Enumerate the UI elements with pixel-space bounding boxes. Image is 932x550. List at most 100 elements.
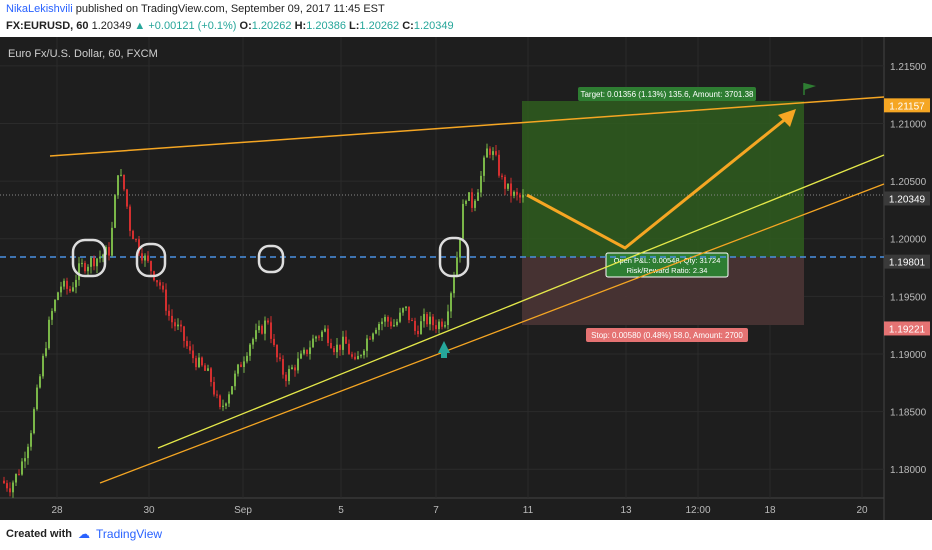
tradingview-link[interactable]: TradingView [96, 527, 163, 541]
price-label: 1.20349 [889, 194, 926, 205]
candle-body [69, 288, 71, 292]
candle-body [420, 321, 422, 335]
candle-body [171, 315, 173, 323]
candle-body [246, 355, 248, 362]
candle-body [339, 344, 341, 350]
yellow-trendline[interactable] [157, 154, 885, 449]
candle-body [51, 311, 53, 320]
candle-body [24, 458, 26, 462]
candle-body [348, 343, 350, 355]
price-chart[interactable]: Euro Fx/U.S. Dollar, 60, FXCM Target: 0.… [0, 37, 932, 520]
candle-body [453, 276, 455, 294]
candle-body [516, 191, 518, 195]
candle-body [282, 359, 284, 375]
candle-body [399, 312, 401, 322]
candle-body [111, 227, 113, 256]
candle-body [276, 344, 278, 358]
candle-body [417, 330, 419, 335]
candle-body [63, 280, 65, 287]
candle-body [315, 336, 317, 339]
candle-body [225, 403, 227, 406]
candle-body [27, 446, 29, 459]
candle-body [279, 357, 281, 360]
candle-body [273, 338, 275, 345]
candle-body [483, 157, 485, 176]
projection-arrowhead-icon [778, 109, 796, 127]
x-tick-label: 30 [143, 505, 155, 516]
buy-marker-icon [438, 341, 450, 353]
price-label-bg [884, 254, 930, 269]
buy-marker-stem [441, 353, 447, 358]
candle-body [87, 266, 89, 272]
projection-path[interactable] [526, 115, 789, 250]
candle-body [459, 238, 461, 258]
candle-body [300, 353, 302, 359]
candle-body [123, 174, 125, 190]
candle-body [261, 325, 263, 334]
candle-body [468, 192, 470, 201]
upper-trendline[interactable] [49, 96, 885, 157]
candle-body [267, 320, 269, 323]
x-tick-label: 7 [433, 505, 439, 516]
rr-label: Risk/Reward Ratio: 2.34 [627, 266, 708, 275]
candle-body [84, 262, 86, 272]
candle-body [222, 405, 224, 407]
x-tick-label: 11 [523, 505, 534, 516]
candle-body [54, 299, 56, 312]
y-tick-label: 1.19000 [890, 350, 927, 361]
candle-body [501, 175, 503, 177]
x-tick-label: 12:00 [685, 505, 710, 516]
candle-body [3, 480, 5, 484]
candle-body [135, 239, 137, 241]
high-value: 1.20386 [306, 20, 346, 32]
price-label: 1.19221 [889, 324, 926, 335]
candle-body [498, 154, 500, 176]
candle-body [450, 293, 452, 312]
candle-body [120, 174, 122, 176]
candle-body [57, 292, 59, 300]
candle-body [285, 374, 287, 382]
candle-body [114, 195, 116, 228]
candle-body [9, 488, 11, 493]
candle-body [465, 200, 467, 204]
close-value: 1.20349 [413, 20, 454, 32]
candle-body [192, 350, 194, 359]
candle-body [198, 357, 200, 368]
candle-body [138, 239, 140, 254]
candle-body [243, 361, 245, 367]
candle-body [390, 321, 392, 327]
candle-body [357, 356, 359, 360]
candle-body [510, 183, 512, 196]
price-label-bg [884, 191, 930, 206]
candle-body [21, 461, 23, 475]
candle-body [291, 367, 293, 370]
close-label: C: [402, 20, 414, 32]
candle-body [354, 356, 356, 360]
price-label: 1.21157 [889, 101, 925, 112]
candle-body [93, 257, 95, 267]
candle-body [336, 344, 338, 353]
candle-body [345, 336, 347, 344]
candle-body [144, 255, 146, 261]
target-zone[interactable] [522, 101, 804, 257]
candle-body [48, 319, 50, 349]
candle-body [342, 336, 344, 350]
candle-body [18, 473, 20, 475]
candle-body [255, 330, 257, 340]
candle-body [303, 349, 305, 354]
candle-body [216, 394, 218, 396]
highlight-circle-3 [257, 244, 285, 274]
candle-body [306, 349, 308, 355]
candle-body [492, 151, 494, 155]
candle-body [210, 368, 212, 382]
candle-body [15, 473, 17, 483]
author-link[interactable]: NikaLekishvili [6, 3, 73, 15]
candle-body [117, 175, 119, 196]
candle-body [318, 336, 320, 338]
open-label: O: [239, 20, 252, 32]
candle-body [405, 306, 407, 309]
stop-label: Stop: 0.00580 (0.48%) 58.0, Amount: 2700 [591, 331, 743, 340]
candle-body [414, 320, 416, 331]
candle-body [435, 325, 437, 330]
lower-trendline[interactable] [99, 183, 885, 484]
